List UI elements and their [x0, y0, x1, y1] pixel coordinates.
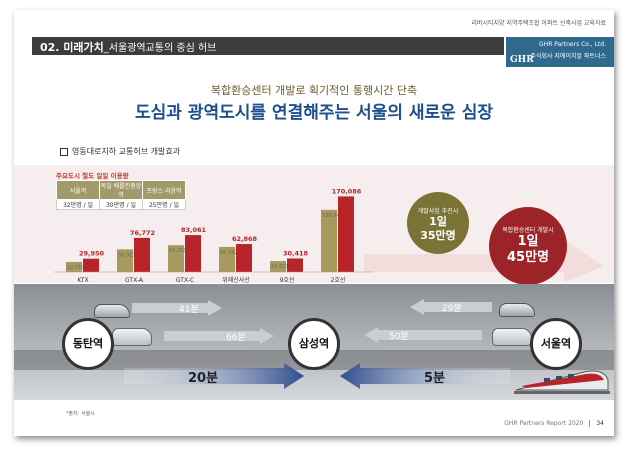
bar-current: [270, 261, 286, 272]
gtx-arrow-right-icon: [340, 363, 510, 389]
kicker-text: 복합환승센터 개발로 획기적인 통행시간 단축: [210, 84, 418, 97]
page-number: 34: [589, 420, 604, 427]
bar-value-label: 83,061: [181, 226, 207, 234]
table-cell: 32만명 / 일: [56, 199, 100, 210]
section-header: 02. 미래가치_서울광역교통의 중심 허브: [32, 37, 504, 55]
table-header-cell: 프랑스 리옹역: [142, 180, 186, 200]
bar-value-label: 60,250: [169, 248, 187, 254]
brand-logo: GHR: [510, 55, 534, 65]
category-label: GTX-C: [176, 277, 194, 284]
bus-arrow-left-icon: [164, 328, 274, 344]
bar-future: [83, 258, 99, 272]
bubble-value-day: 1일: [429, 215, 447, 228]
car-arrow-left-icon: [132, 300, 222, 316]
table-cell: 30만명 / 일: [99, 199, 143, 210]
bar-value-label: 24,611: [271, 264, 289, 270]
bar-current: [66, 261, 82, 272]
chart-title: 주요도시 철도 일일 이용량: [56, 172, 129, 180]
slide-frame: 리버시티지양 지역주택조합 아파트 신축사업 교육자료 02. 미래가치_서울광…: [14, 10, 614, 436]
bar-current: [117, 249, 133, 272]
station-samseong: 삼성역: [288, 318, 340, 370]
bubble-value-count: 35만명: [420, 229, 456, 242]
table-cell: 25만명 / 일: [142, 199, 186, 210]
right-car-time: 29분: [442, 304, 462, 314]
category-label: 9호선: [280, 276, 295, 284]
bar-value-label: 76,772: [130, 229, 155, 237]
bar-value-label: 62,868: [232, 235, 258, 243]
bar-future: [338, 196, 354, 272]
right-gtx-time: 5분: [424, 371, 446, 386]
bar-value-label: 50,913: [118, 252, 136, 258]
bubble-caption: 복합환승센터 개발시: [502, 227, 554, 234]
table-row: 32만명 / 일 30만명 / 일 25만명 / 일: [56, 199, 186, 210]
bus-icon: [112, 328, 152, 346]
bar-value-label: 56,342: [220, 250, 238, 256]
right-bus-time: 50분: [389, 332, 409, 342]
bar-chart: 22,710 29,950 KTX 50,913 76,772 GTX-A 60,250 83…: [54, 187, 374, 284]
brand-block: GHR GHR Partners Co., Ltd. 주식회사 지에이치알 파트…: [506, 37, 614, 67]
left-car-time: 41분: [179, 305, 199, 315]
section-number: 02. 미래가치: [40, 41, 104, 54]
brand-name-en: GHR Partners Co., Ltd.: [539, 41, 606, 48]
bar-future: [287, 258, 303, 272]
bar-future: [236, 244, 252, 272]
bar-value-label: 139,942: [322, 213, 343, 219]
bus-arrow-right-icon: [364, 327, 482, 343]
section-title-text: 영동대로지하 교통허브 개발효과: [72, 147, 181, 156]
category-label: GTX-A: [125, 277, 144, 284]
car-icon: [94, 304, 130, 318]
bar-current: [168, 245, 184, 272]
bus-icon: [492, 328, 532, 346]
footer-report: GHR Partners Report 2020: [504, 420, 584, 427]
left-gtx-time: 20분: [188, 371, 219, 386]
bar-future: [134, 237, 150, 272]
category-label: KTX: [77, 277, 88, 284]
station-usage-table: 서울역 독일 베를린중앙역 프랑스 리옹역 32만명 / 일 30만명 / 일 …: [56, 180, 186, 210]
category-label: 2호선: [331, 276, 346, 284]
station-seoul: 서울역: [530, 318, 582, 370]
brand-name-ko: 주식회사 지에이치알 파트너스: [530, 53, 606, 60]
checkbox-bullet-icon: [60, 147, 68, 156]
bar-current: [321, 209, 337, 272]
bubble-caption: 개발사업 추진시: [417, 208, 459, 215]
section-title: 영동대로지하 교통허브 개발효과: [60, 146, 180, 157]
bubble-value-count: 45만명: [506, 250, 549, 265]
station-dongtan: 동탄역: [62, 318, 114, 370]
bar-current: [219, 246, 235, 272]
car-arrow-right-icon: [410, 299, 492, 315]
footer: GHR Partners Report 2020 34: [504, 420, 604, 427]
left-bus-time: 66분: [226, 333, 246, 343]
gtx-arrow-left-icon: [124, 363, 304, 389]
bar-value-label: 29,950: [79, 250, 105, 258]
table-header-cell: 독일 베를린중앙역: [99, 180, 143, 200]
table-header-cell: 서울역: [56, 180, 100, 200]
bar-value-label: 22,710: [67, 265, 85, 271]
source-note: *출처: 서울시: [66, 411, 95, 417]
car-icon: [499, 303, 535, 317]
bar-value-label: 30,418: [283, 249, 309, 257]
gtx-train-icon: [514, 370, 610, 394]
bubble-value-day: 1일: [517, 234, 539, 249]
bubble-future: 복합환승센터 개발시 1일 45만명: [489, 207, 567, 285]
table-header-row: 서울역 독일 베를린중앙역 프랑스 리옹역: [56, 180, 186, 200]
category-label: 위례신사선: [222, 276, 250, 284]
bubble-current: 개발사업 추진시 1일 35만명: [407, 192, 469, 254]
top-note: 리버시티지양 지역주택조합 아파트 신축사업 교육자료: [471, 20, 606, 27]
bar-future: [185, 235, 201, 272]
headline: 도심과 광역도시를 연결해주는 서울의 새로운 심장: [134, 103, 494, 123]
bar-value-label: 170,086: [332, 187, 362, 195]
section-subtitle: _서울광역교통의 중심 허브: [103, 43, 217, 54]
